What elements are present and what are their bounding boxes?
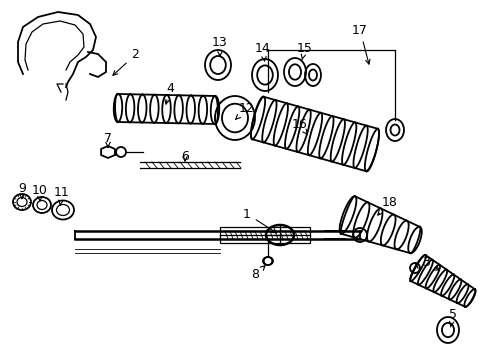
- Text: 8: 8: [250, 266, 264, 282]
- Text: 11: 11: [54, 186, 70, 205]
- Bar: [220, 227, 309, 243]
- Text: 17: 17: [351, 23, 369, 64]
- Text: 10: 10: [32, 184, 48, 201]
- Text: 3: 3: [421, 256, 439, 270]
- Text: 9: 9: [18, 181, 26, 199]
- Text: 2: 2: [113, 49, 139, 75]
- Text: 13: 13: [212, 36, 227, 56]
- Text: 18: 18: [377, 195, 397, 215]
- Text: 5: 5: [448, 309, 456, 327]
- Text: 6: 6: [181, 150, 188, 163]
- Text: 12: 12: [235, 102, 254, 120]
- Text: 15: 15: [296, 41, 312, 60]
- Text: 1: 1: [243, 207, 276, 233]
- Text: 4: 4: [164, 81, 174, 104]
- Text: 7: 7: [104, 131, 112, 147]
- Text: 14: 14: [255, 41, 270, 61]
- Text: 16: 16: [291, 118, 307, 134]
